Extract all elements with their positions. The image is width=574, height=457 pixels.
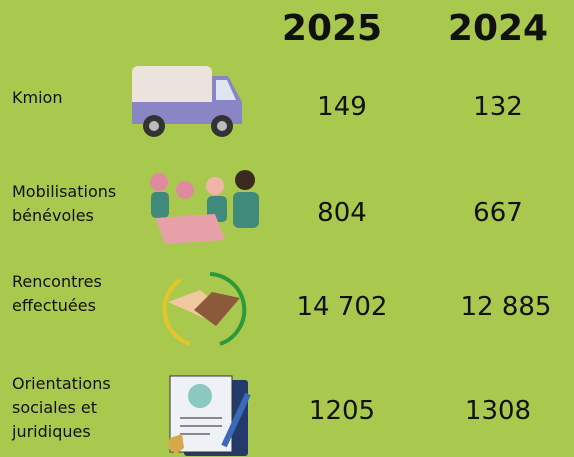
- row-label: Rencontres effectuées: [12, 270, 142, 318]
- year-header: 2025: [262, 8, 402, 49]
- value-2024: 132: [428, 92, 568, 122]
- infographic: 2025 2024 Kmion 149 132 Mobilisations bé…: [0, 0, 574, 457]
- row-label: Orientations sociales et juridiques: [12, 372, 142, 444]
- value-2025: 804: [272, 198, 412, 228]
- value-2024: 667: [428, 198, 568, 228]
- van-icon: [128, 62, 248, 142]
- legal-document-icon: [160, 372, 260, 457]
- value-2025: 149: [272, 92, 412, 122]
- volunteers-icon: [145, 168, 265, 248]
- value-2024: 1308: [428, 396, 568, 426]
- value-2024: 12 885: [436, 292, 574, 322]
- value-2025: 1205: [272, 396, 412, 426]
- year-header: 2024: [428, 8, 568, 49]
- value-2025: 14 702: [272, 292, 412, 322]
- row-label: Mobilisations bénévoles: [12, 180, 142, 228]
- handshake-icon: [160, 266, 250, 350]
- row-label: Kmion: [12, 86, 142, 110]
